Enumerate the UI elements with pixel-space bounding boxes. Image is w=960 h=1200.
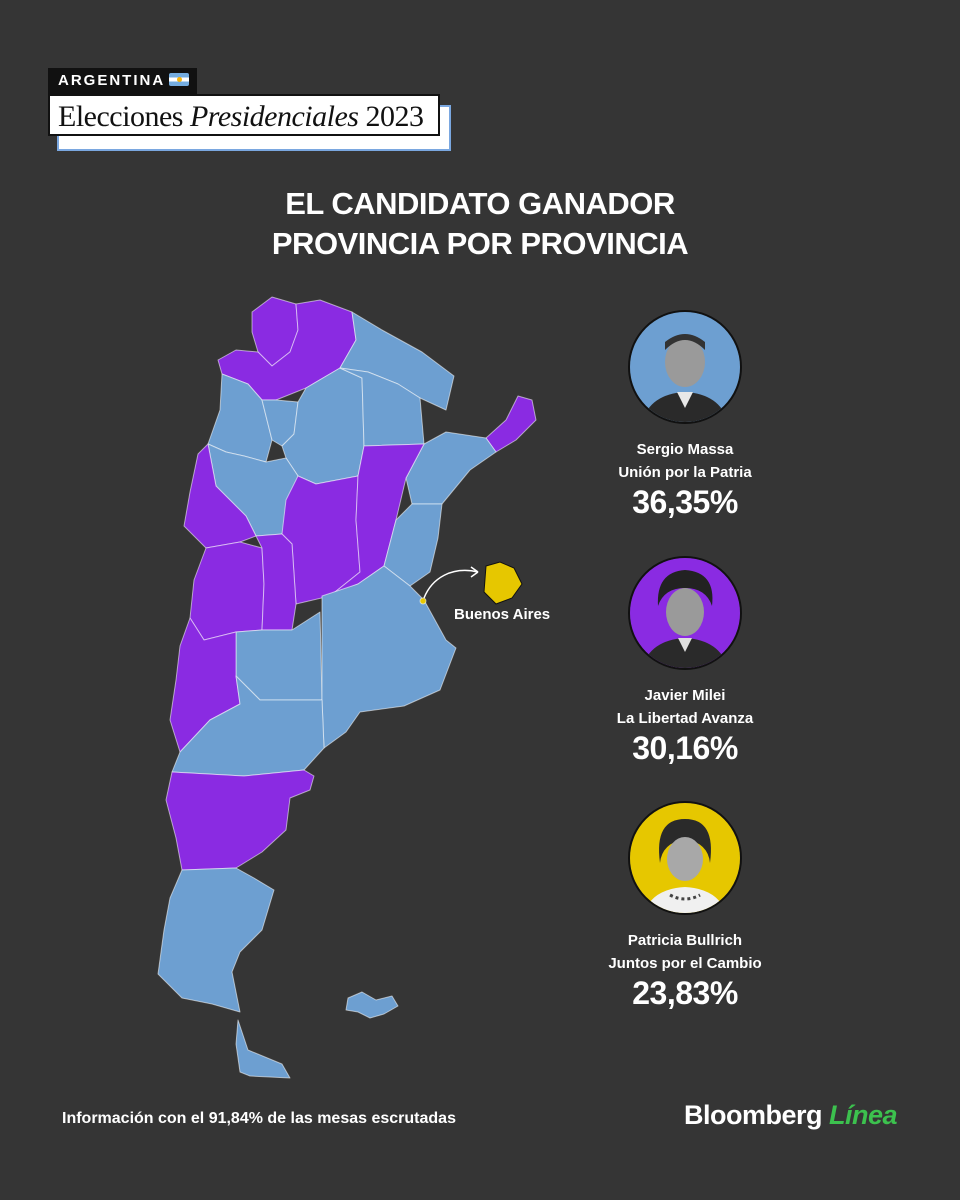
avatar-bullrich: [628, 801, 742, 915]
candidate-party: La Libertad Avanza: [616, 710, 754, 727]
province-chaco: [339, 367, 425, 447]
province-malvinas: [345, 991, 399, 1019]
candidate-party: Unión por la Patria: [618, 464, 752, 481]
province-mendoza: [189, 541, 265, 641]
province-caba: [419, 597, 427, 605]
brand-name-accent: Línea: [829, 1100, 898, 1130]
inset-arrow: [423, 569, 479, 599]
headline: EL CANDIDATO GANADOR PROVINCIA POR PROVI…: [0, 184, 960, 264]
province-chubut: [165, 769, 315, 871]
portrait-bullrich-icon: [630, 803, 740, 913]
candidate-party: Juntos por el Cambio: [608, 955, 762, 972]
argentina-province-map: [157, 296, 537, 1079]
brand-logo: Bloomberg Línea: [684, 1100, 898, 1131]
candidate-percentage: 30,16%: [632, 730, 738, 766]
province-santacruz: [157, 867, 275, 1013]
title-word-1: Elecciones: [58, 100, 183, 133]
inset-arrow-head: [470, 566, 479, 578]
country-tag-text: ARGENTINA: [58, 72, 166, 89]
inset-caba-shape: [483, 561, 523, 605]
headline-line-1: EL CANDIDATO GANADOR: [285, 186, 675, 221]
province-entrerios: [383, 503, 443, 587]
province-corrientes: [405, 431, 497, 505]
country-tag: ARGENTINA: [48, 68, 198, 94]
candidate-massa: Sergio Massa Unión por la Patria 36,35%: [570, 310, 800, 520]
candidate-name: Patricia Bullrich: [627, 932, 743, 949]
footer-note: Información con el 91,84% de las mesas e…: [62, 1110, 456, 1127]
portrait-milei-icon: [630, 558, 740, 668]
inset-label-buenos-aires: Buenos Aires: [454, 606, 551, 623]
province-tierradelfuego: [235, 1019, 291, 1079]
candidate-name: Javier Milei: [644, 687, 726, 704]
candidate-name: Sergio Massa: [636, 441, 734, 458]
candidate-bullrich: Patricia Bullrich Juntos por el Cambio 2…: [570, 801, 800, 1011]
province-buenosaires: [321, 565, 457, 749]
candidate-milei: Javier Milei La Libertad Avanza 30,16%: [570, 556, 800, 766]
avatar-massa: [628, 310, 742, 424]
title-year: 2023: [365, 100, 424, 133]
candidate-percentage: 23,83%: [632, 975, 738, 1011]
portrait-massa-icon: [630, 312, 740, 422]
avatar-milei: [628, 556, 742, 670]
brand-name: Bloomberg: [684, 1100, 823, 1130]
title-word-2: Presidenciales: [189, 100, 359, 133]
headline-line-2: PROVINCIA POR PROVINCIA: [271, 226, 689, 261]
argentina-flag-icon: [169, 73, 190, 86]
page-title: Elecciones Presidenciales 2023: [48, 94, 440, 136]
candidate-percentage: 36,35%: [632, 484, 738, 520]
province-misiones: [485, 395, 537, 453]
